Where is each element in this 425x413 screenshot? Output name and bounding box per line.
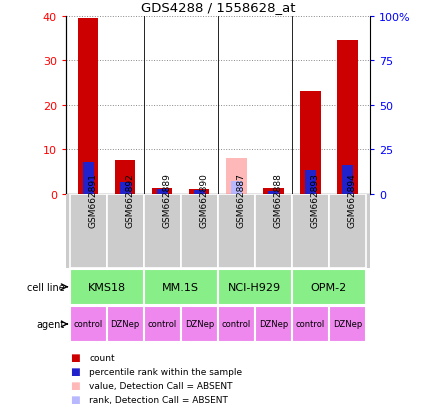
Bar — [152, 189, 173, 194]
Bar — [157, 190, 168, 194]
Text: count: count — [89, 353, 115, 362]
Bar — [218, 269, 292, 305]
Text: GSM662887: GSM662887 — [236, 173, 245, 228]
Bar — [194, 191, 205, 194]
Bar — [218, 306, 255, 342]
Text: ■: ■ — [70, 394, 80, 404]
Bar — [144, 194, 181, 268]
Bar — [218, 194, 255, 268]
Bar — [342, 165, 353, 194]
Text: ■: ■ — [70, 366, 80, 376]
Text: DZNep: DZNep — [184, 320, 214, 329]
Bar — [189, 190, 210, 194]
Bar — [115, 161, 135, 194]
Text: GSM662894: GSM662894 — [348, 173, 357, 228]
Bar — [329, 306, 366, 342]
Bar — [231, 182, 242, 194]
Bar — [255, 194, 292, 268]
Bar — [292, 306, 329, 342]
Bar — [70, 306, 107, 342]
Bar — [144, 306, 181, 342]
Text: KMS18: KMS18 — [88, 282, 126, 292]
Bar — [78, 19, 98, 194]
Bar — [70, 269, 144, 305]
Bar — [263, 189, 283, 194]
Bar — [300, 92, 320, 194]
Text: value, Detection Call = ABSENT: value, Detection Call = ABSENT — [89, 381, 233, 390]
Text: agent: agent — [37, 319, 65, 329]
Text: DZNep: DZNep — [110, 320, 140, 329]
Text: GSM662888: GSM662888 — [273, 173, 282, 228]
Bar — [181, 306, 218, 342]
Bar — [337, 41, 358, 194]
Text: control: control — [74, 320, 103, 329]
Bar — [181, 194, 218, 268]
Text: GSM662893: GSM662893 — [310, 173, 320, 228]
Title: GDS4288 / 1558628_at: GDS4288 / 1558628_at — [141, 1, 295, 14]
Text: DZNep: DZNep — [333, 320, 362, 329]
Text: GSM662892: GSM662892 — [125, 173, 134, 228]
Bar — [255, 306, 292, 342]
Text: MM.1S: MM.1S — [162, 282, 199, 292]
Bar — [82, 162, 94, 194]
Bar — [305, 171, 316, 194]
Bar — [329, 194, 366, 268]
Text: cell line: cell line — [27, 282, 65, 292]
Text: rank, Detection Call = ABSENT: rank, Detection Call = ABSENT — [89, 395, 228, 404]
Text: GSM662891: GSM662891 — [88, 173, 97, 228]
Bar — [119, 183, 131, 194]
Text: control: control — [296, 320, 325, 329]
Text: OPM-2: OPM-2 — [311, 282, 347, 292]
Bar — [292, 269, 366, 305]
Text: control: control — [147, 320, 177, 329]
Text: percentile rank within the sample: percentile rank within the sample — [89, 367, 242, 376]
Bar — [226, 159, 246, 194]
Bar — [70, 194, 107, 268]
Text: ■: ■ — [70, 352, 80, 362]
Bar — [144, 269, 218, 305]
Bar — [268, 192, 279, 194]
Text: GSM662889: GSM662889 — [162, 173, 171, 228]
Bar — [107, 306, 144, 342]
Text: GSM662890: GSM662890 — [199, 173, 208, 228]
Bar — [292, 194, 329, 268]
Text: control: control — [222, 320, 251, 329]
Text: ■: ■ — [70, 380, 80, 390]
Text: NCI-H929: NCI-H929 — [228, 282, 281, 292]
Text: DZNep: DZNep — [259, 320, 288, 329]
Bar — [107, 194, 144, 268]
